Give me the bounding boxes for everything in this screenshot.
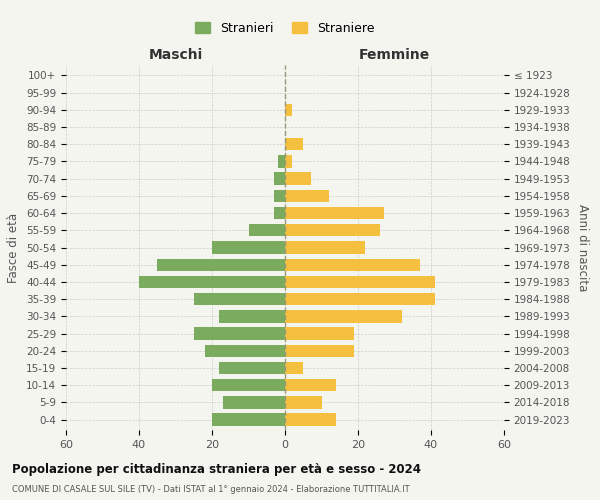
Bar: [274, 207, 285, 220]
Bar: [285, 207, 383, 220]
Bar: [285, 328, 355, 340]
Legend: Stranieri, Straniere: Stranieri, Straniere: [190, 16, 380, 40]
Text: Popolazione per cittadinanza straniera per età e sesso - 2024: Popolazione per cittadinanza straniera p…: [12, 462, 421, 475]
Bar: [285, 190, 329, 202]
Bar: [212, 242, 285, 254]
Bar: [212, 414, 285, 426]
Bar: [212, 379, 285, 392]
Bar: [285, 242, 365, 254]
Bar: [285, 362, 303, 374]
Bar: [194, 328, 285, 340]
Bar: [285, 138, 303, 150]
Bar: [220, 310, 285, 322]
Bar: [285, 155, 292, 168]
Bar: [285, 310, 402, 322]
Y-axis label: Fasce di età: Fasce di età: [7, 212, 20, 282]
Bar: [285, 276, 434, 288]
Y-axis label: Anni di nascita: Anni di nascita: [576, 204, 589, 291]
Bar: [285, 379, 336, 392]
Bar: [285, 414, 336, 426]
Bar: [285, 224, 380, 236]
Bar: [157, 258, 285, 271]
Bar: [220, 362, 285, 374]
Bar: [274, 190, 285, 202]
Bar: [194, 293, 285, 306]
Text: Femmine: Femmine: [359, 48, 430, 62]
Bar: [285, 104, 292, 116]
Bar: [248, 224, 285, 236]
Text: Maschi: Maschi: [148, 48, 203, 62]
Bar: [139, 276, 285, 288]
Bar: [274, 172, 285, 185]
Bar: [285, 172, 311, 185]
Bar: [205, 344, 285, 357]
Bar: [285, 344, 355, 357]
Bar: [223, 396, 285, 408]
Text: COMUNE DI CASALE SUL SILE (TV) - Dati ISTAT al 1° gennaio 2024 - Elaborazione TU: COMUNE DI CASALE SUL SILE (TV) - Dati IS…: [12, 485, 410, 494]
Bar: [285, 293, 434, 306]
Bar: [278, 155, 285, 168]
Bar: [285, 396, 322, 408]
Bar: [285, 258, 420, 271]
